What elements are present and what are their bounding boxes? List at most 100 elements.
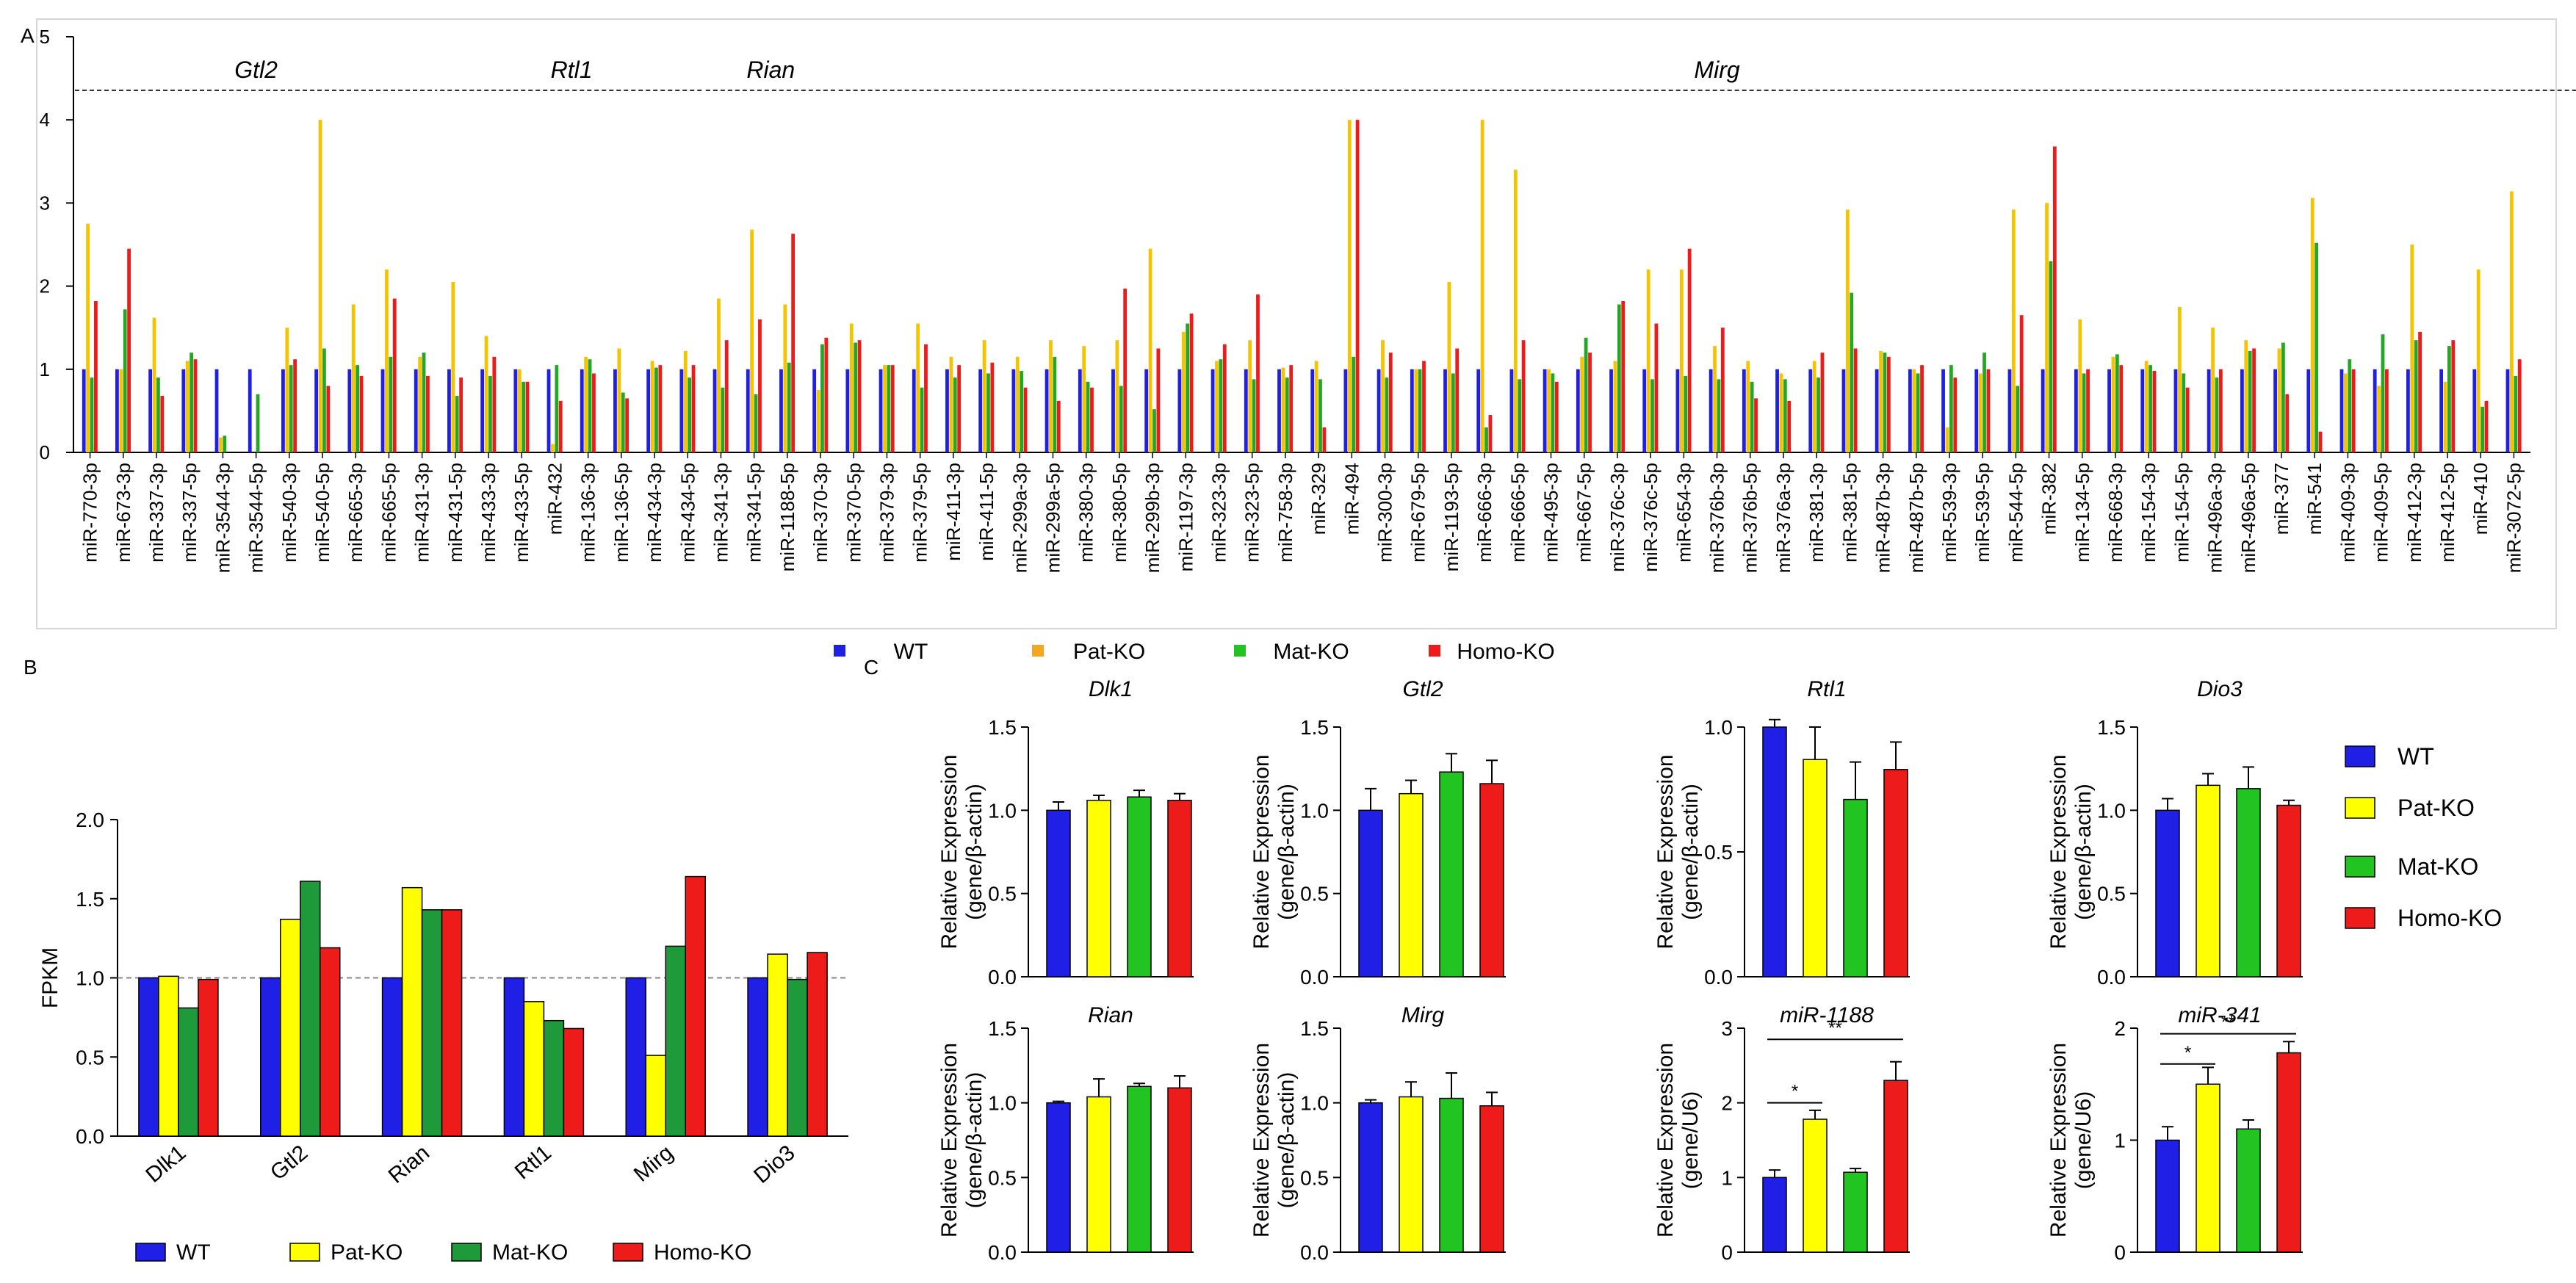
bar-homo-ko xyxy=(1883,769,1908,977)
bar-wt xyxy=(812,369,817,452)
bar-mat-ko xyxy=(2236,788,2261,977)
bar-wt xyxy=(414,369,418,452)
bar-wt xyxy=(1941,369,1945,452)
bar-homo-ko xyxy=(1422,361,1426,452)
x-tick-label: Dlk1 xyxy=(141,1141,190,1188)
x-tick-label: miR-299a-5p xyxy=(1042,463,1064,573)
legend-swatch-wt xyxy=(135,1243,166,1262)
bar-homo-ko xyxy=(1654,323,1659,452)
y-axis-label-unit: (gene/β-actin) xyxy=(1274,1072,1299,1209)
bar-mat-ko xyxy=(2514,375,2518,452)
bar-homo-ko xyxy=(2019,315,2024,452)
bar-mat-ko xyxy=(2016,386,2020,452)
bar-mat-ko xyxy=(688,377,692,452)
bar-pat-ko xyxy=(401,886,423,1137)
subplot-rian: 0.0 0.5 1.0 1.5 Relative Expression (gene/β-a… xyxy=(937,1003,1194,1264)
bar-pat-ko xyxy=(280,919,301,1137)
x-tick-label: miR-323-5p xyxy=(1241,463,1263,563)
bar-wt xyxy=(1443,369,1447,452)
bar-mat-ko xyxy=(1750,381,1754,452)
bar-mat-ko xyxy=(1650,379,1654,452)
x-tick-label: miR-341-5p xyxy=(743,463,765,563)
x-tick-label: miR-299a-3p xyxy=(1009,463,1031,573)
x-tick-label: miR-134-5p xyxy=(2071,463,2093,563)
bar-mat-ko xyxy=(2182,373,2186,452)
bar-homo-ko xyxy=(2252,348,2256,452)
bar-pat-ko xyxy=(1314,361,1318,452)
y-axis-label: Relative Expression xyxy=(1249,754,1274,949)
bar-wt xyxy=(148,369,153,452)
bar-wt xyxy=(1709,369,1713,452)
bar-mat-ko xyxy=(1318,379,1322,452)
x-tick-label: miR-376c-5p xyxy=(1639,463,1662,572)
bar-pat-ko xyxy=(551,444,555,452)
bar-wt xyxy=(546,369,551,452)
significance-marker: ** xyxy=(1828,1018,1842,1038)
bar-pat-ko xyxy=(2509,191,2514,452)
bar-pat-ko xyxy=(1812,361,1816,452)
x-tick-label: miR-377 xyxy=(2270,463,2292,535)
y-tick-label: 1.5 xyxy=(988,1017,1017,1040)
x-tick-label: miR-496a-3p xyxy=(2204,463,2226,573)
bar-homo-ko xyxy=(1355,120,1360,452)
bar-homo-ko xyxy=(2384,369,2389,452)
bar-mat-ko xyxy=(1518,379,1522,452)
bar-wt xyxy=(1808,369,1813,452)
bar-mat-ko xyxy=(1352,356,1356,452)
bar-homo-ko xyxy=(293,359,297,452)
bar-wt xyxy=(1046,809,1071,977)
x-tick-label: miR-433-3p xyxy=(477,463,499,563)
legend-swatch-pat-ko xyxy=(289,1243,320,1262)
bar-mat-ko xyxy=(522,381,526,452)
y-tick-label: 2.0 xyxy=(76,809,104,831)
x-tick-label: miR-434-5p xyxy=(677,463,699,563)
x-tick-label: miR-434-3p xyxy=(643,463,665,563)
bar-pat-ko xyxy=(351,304,356,452)
bar-homo-ko xyxy=(1554,381,1559,452)
bar-mat-ko xyxy=(1843,798,1868,977)
bar-homo-ko xyxy=(563,1027,585,1137)
bar-pat-ko xyxy=(2310,198,2315,452)
bar-homo-ko xyxy=(1754,398,1758,452)
legend-swatch-mat-ko xyxy=(1234,645,1246,657)
y-tick-label: 0.5 xyxy=(1300,1166,1329,1189)
bar-wt xyxy=(1011,369,1016,452)
bar-homo-ko xyxy=(1521,340,1526,452)
bar-wt xyxy=(1509,369,1514,452)
bar-pat-ko xyxy=(285,328,289,452)
bar-wt xyxy=(1358,809,1383,977)
x-tick-label: miR-410 xyxy=(2469,463,2492,535)
bar-pat-ko xyxy=(2377,386,2381,452)
bar-pat-ko xyxy=(1912,369,1916,452)
x-tick-label: miR-758-3p xyxy=(1274,463,1296,563)
bar-mat-ko xyxy=(820,344,824,452)
bar-pat-ko xyxy=(1115,340,1119,452)
bar-mat-ko xyxy=(1152,409,1156,452)
bar-mat-ko xyxy=(322,348,326,452)
bar-pat-ko xyxy=(1679,269,1684,452)
y-tick-label: 0.0 xyxy=(1300,966,1329,989)
x-tick-label: miR-323-3p xyxy=(1208,463,1230,563)
y-tick-label: 0.0 xyxy=(1300,1241,1329,1264)
bar-mat-ko xyxy=(953,377,957,452)
x-tick-label: miR-539-5p xyxy=(1971,463,1994,563)
bar-mat-ko xyxy=(654,367,658,452)
bar-wt xyxy=(2439,369,2443,452)
bar-wt xyxy=(181,369,186,452)
bar-homo-ko xyxy=(1720,328,1725,452)
bar-wt xyxy=(1609,369,1613,452)
legend-label: Pat-KO xyxy=(1073,640,1145,664)
bar-homo-ko xyxy=(492,356,497,452)
bar-wt xyxy=(580,369,584,452)
bar-wt xyxy=(779,369,783,452)
bar-mat-ko xyxy=(178,1007,199,1137)
subplot-title: miR-1188 xyxy=(1780,1003,1874,1027)
bar-homo-ko xyxy=(1986,369,1991,452)
legend-swatch-wt xyxy=(834,645,845,657)
bar-homo-ko xyxy=(1455,348,1460,452)
bar-mat-ko xyxy=(754,394,758,452)
bar-pat-ko xyxy=(584,356,588,452)
bar-mat-ko xyxy=(887,365,891,452)
bar-pat-ko xyxy=(1879,350,1883,452)
bar-homo-ko xyxy=(807,952,828,1137)
